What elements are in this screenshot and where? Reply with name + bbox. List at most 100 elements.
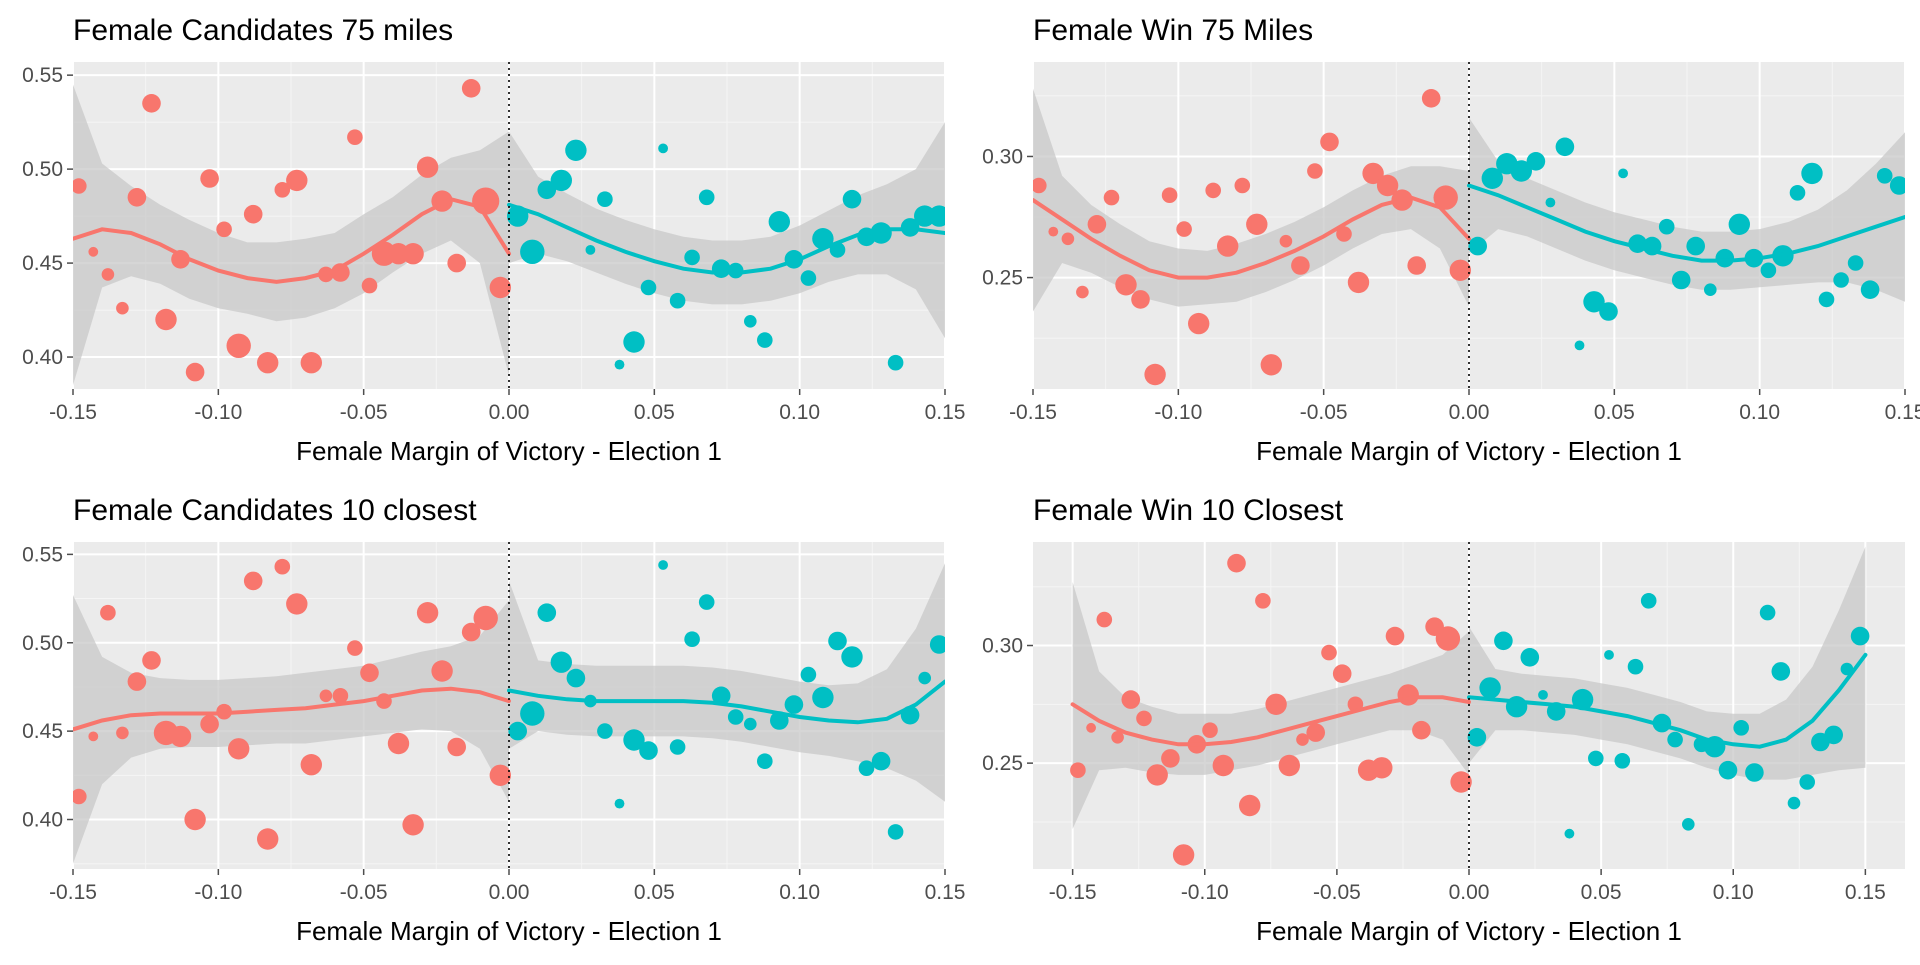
data-point xyxy=(1407,256,1426,275)
x-tick-label: 0.10 xyxy=(779,401,820,424)
x-tick-label: -0.10 xyxy=(194,401,242,424)
data-point xyxy=(116,301,129,315)
data-point xyxy=(1111,731,1124,744)
data-point xyxy=(1889,176,1905,195)
data-point xyxy=(887,824,904,840)
data-point xyxy=(1433,185,1458,210)
x-tick-label: 0.10 xyxy=(1713,881,1754,904)
data-point xyxy=(416,602,439,624)
data-point xyxy=(1658,218,1675,235)
data-point xyxy=(1627,658,1644,675)
y-tick-label: 0.50 xyxy=(22,158,63,181)
data-point xyxy=(1320,132,1339,152)
data-point xyxy=(1555,137,1575,157)
data-point xyxy=(1103,189,1120,206)
data-point xyxy=(508,721,527,741)
data-point xyxy=(387,732,410,755)
data-point xyxy=(226,333,251,358)
data-point xyxy=(155,308,177,331)
x-tick-label: 0.10 xyxy=(1739,401,1780,424)
y-tick-label: 0.40 xyxy=(22,346,63,369)
data-point xyxy=(1278,754,1301,777)
data-point xyxy=(73,178,87,194)
data-point xyxy=(200,169,219,188)
data-point xyxy=(1686,236,1705,256)
data-point xyxy=(1188,312,1210,335)
data-point xyxy=(1564,828,1575,839)
x-tick-label: 0.15 xyxy=(925,881,966,904)
data-point xyxy=(1599,302,1618,321)
data-point xyxy=(347,640,363,656)
data-point xyxy=(566,668,586,688)
data-point xyxy=(286,169,308,192)
data-point xyxy=(800,270,817,286)
data-point xyxy=(274,558,291,575)
data-point xyxy=(1574,340,1585,351)
data-point xyxy=(300,754,322,776)
fit-line-below xyxy=(73,686,511,732)
chart-panel-1: -0.15 -0.10 -0.05 0.00 0.05 0.10 0.15 0.40 0.45 0… xyxy=(22,14,965,466)
data-point xyxy=(1850,626,1870,646)
data-point xyxy=(1614,753,1631,769)
data-point xyxy=(1771,662,1791,681)
data-point xyxy=(1824,725,1843,745)
data-point xyxy=(871,751,891,771)
fit-line-above xyxy=(1467,183,1905,263)
data-point xyxy=(744,717,757,731)
data-point xyxy=(639,741,658,760)
data-point xyxy=(1205,182,1221,199)
data-point xyxy=(1588,750,1604,767)
data-point xyxy=(1799,774,1815,790)
plot-content xyxy=(73,79,945,386)
data-point xyxy=(614,359,625,370)
data-point xyxy=(1494,631,1513,651)
data-point xyxy=(1718,760,1738,780)
data-point xyxy=(1336,226,1352,242)
data-point xyxy=(1583,291,1605,313)
data-point xyxy=(257,352,279,374)
data-point xyxy=(1161,749,1180,768)
panel-title: Female Candidates 75 miles xyxy=(73,14,453,47)
data-point xyxy=(1172,844,1195,866)
data-point xyxy=(1760,262,1777,279)
data-point xyxy=(1481,167,1504,189)
data-point xyxy=(461,622,481,642)
data-point xyxy=(447,737,467,757)
data-point xyxy=(216,221,232,238)
data-point xyxy=(1279,234,1293,248)
data-point xyxy=(1860,280,1880,300)
data-point xyxy=(1715,248,1735,268)
data-point xyxy=(1144,363,1166,386)
data-point xyxy=(841,646,863,668)
data-point xyxy=(88,246,99,257)
data-point xyxy=(1412,720,1431,740)
fit-line-below xyxy=(73,197,511,284)
confidence-band-above xyxy=(1469,546,1866,780)
x-tick-label: -0.10 xyxy=(1181,881,1229,904)
x-axis-title: Female Margin of Victory - Election 1 xyxy=(1256,436,1682,466)
y-tick-label: 0.30 xyxy=(982,635,1023,658)
panel-title: Female Candidates 10 closest xyxy=(73,494,477,527)
data-point xyxy=(918,671,931,685)
data-point xyxy=(1759,604,1776,621)
data-point xyxy=(1033,177,1047,194)
data-point xyxy=(243,204,263,224)
x-tick-label: 0.05 xyxy=(1594,401,1635,424)
data-point xyxy=(1048,226,1059,237)
data-point xyxy=(711,686,731,706)
plot-content xyxy=(1070,546,1870,866)
data-point xyxy=(658,143,668,154)
y-tick-label: 0.45 xyxy=(22,720,63,743)
data-point xyxy=(1449,259,1472,281)
fit-line-above xyxy=(507,202,945,275)
data-point xyxy=(669,292,686,309)
confidence-band-below xyxy=(73,595,509,864)
data-point xyxy=(1520,648,1540,667)
data-point xyxy=(286,593,308,615)
data-point xyxy=(727,709,744,725)
data-point xyxy=(711,259,731,279)
data-point xyxy=(1545,197,1556,208)
x-tick-label: 0.00 xyxy=(489,401,530,424)
y-tick-label: 0.45 xyxy=(22,252,63,275)
data-point xyxy=(784,695,804,714)
